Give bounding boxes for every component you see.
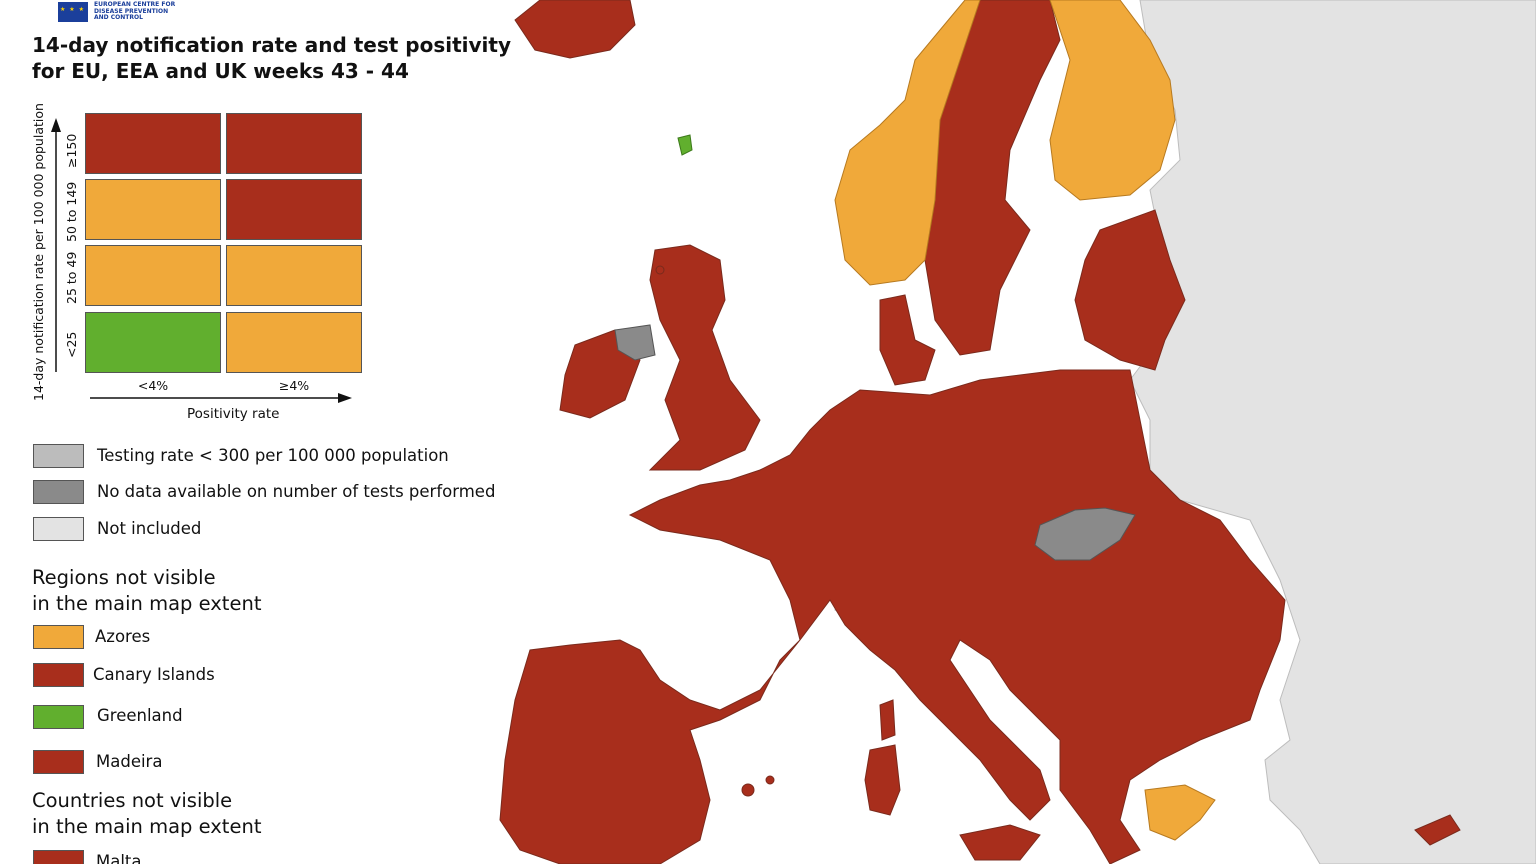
map-region-sardinia	[864, 744, 901, 816]
legend-label-not-included: Not included	[97, 519, 202, 538]
ecdc-logo: EUROPEAN CENTRE FOR DISEASE PREVENTION A…	[58, 1, 184, 22]
map-region-faroe	[677, 134, 693, 156]
matrix-cell-r1-c1	[85, 113, 221, 174]
legend-label-low-testing: Testing rate < 300 per 100 000 populatio…	[97, 446, 449, 465]
y-axis-arrow-icon	[51, 118, 61, 132]
map-region-cyprus	[1414, 814, 1461, 846]
region-swatch-canary-islands	[33, 663, 84, 687]
map-region-baltics	[1074, 209, 1186, 371]
map-region-northern-ireland	[614, 324, 656, 361]
map-region-hungary	[1034, 507, 1136, 561]
matrix-cell-r1-c2	[226, 113, 362, 174]
row-label-2: 50 to 149	[64, 181, 79, 242]
countries-heading-line-1: Countries not visible	[32, 789, 233, 812]
legend-swatch-not-included	[33, 517, 84, 541]
map-region-sicily	[959, 824, 1041, 861]
row-label-3: 25 to 49	[64, 251, 79, 304]
legend-swatch-low-testing	[33, 444, 84, 468]
row-label-4: <25	[64, 331, 79, 358]
country-label-malta: Malta	[96, 852, 142, 864]
title-line-2: for EU, EEA and UK weeks 43 - 44	[32, 59, 409, 83]
legend-swatch-no-data	[33, 480, 84, 504]
title-line-1: 14-day notification rate and test positi…	[32, 33, 511, 57]
regions-heading-line-1: Regions not visible	[32, 566, 216, 589]
regions-heading: Regions not visible in the main map exte…	[32, 565, 332, 617]
region-swatch-greenland	[33, 705, 84, 729]
y-axis-label: 14-day notification rate per 100 000 pop…	[31, 103, 46, 401]
region-label-azores: Azores	[95, 627, 151, 646]
map-region-norway	[834, 0, 981, 286]
matrix-cell-r3-c1	[85, 245, 221, 306]
matrix-cell-r3-c2	[226, 245, 362, 306]
legend-label-no-data: No data available on number of tests per…	[97, 482, 496, 501]
map-region-iceland	[514, 0, 636, 59]
region-label-greenland: Greenland	[97, 706, 183, 725]
matrix-cell-r2-c1	[85, 179, 221, 240]
region-swatch-madeira	[33, 750, 84, 774]
map-region-great-britain	[648, 244, 761, 471]
country-swatch-malta	[33, 850, 84, 864]
region-label-madeira: Madeira	[96, 752, 163, 771]
map-region-corsica	[879, 699, 896, 741]
countries-heading-line-2: in the main map extent	[32, 815, 262, 838]
x-axis-label: Positivity rate	[187, 406, 280, 422]
region-label-canary-islands: Canary Islands	[93, 665, 215, 684]
map-region-greece-south	[1144, 784, 1216, 841]
matrix-axes	[51, 118, 352, 403]
map-region-denmark	[879, 294, 936, 386]
col-label-1: <4%	[137, 378, 169, 393]
row-label-1: ≥150	[64, 133, 79, 168]
countries-heading: Countries not visible in the main map ex…	[32, 788, 332, 840]
map-region-east	[1129, 0, 1536, 864]
matrix-cell-r4-c1	[85, 312, 221, 373]
col-label-2: ≥4%	[278, 378, 310, 393]
x-axis-arrow-icon	[338, 393, 352, 403]
matrix-cell-r4-c2	[226, 312, 362, 373]
logo-text: EUROPEAN CENTRE FOR DISEASE PREVENTION A…	[94, 1, 176, 21]
region-swatch-azores	[33, 625, 84, 649]
eu-flag-icon	[58, 2, 88, 22]
map-region-finland	[1049, 0, 1176, 201]
page-title: 14-day notification rate and test positi…	[32, 32, 532, 84]
regions-heading-line-2: in the main map extent	[32, 592, 262, 615]
matrix-cell-r2-c2	[226, 179, 362, 240]
map-region-mainland	[499, 369, 1286, 864]
